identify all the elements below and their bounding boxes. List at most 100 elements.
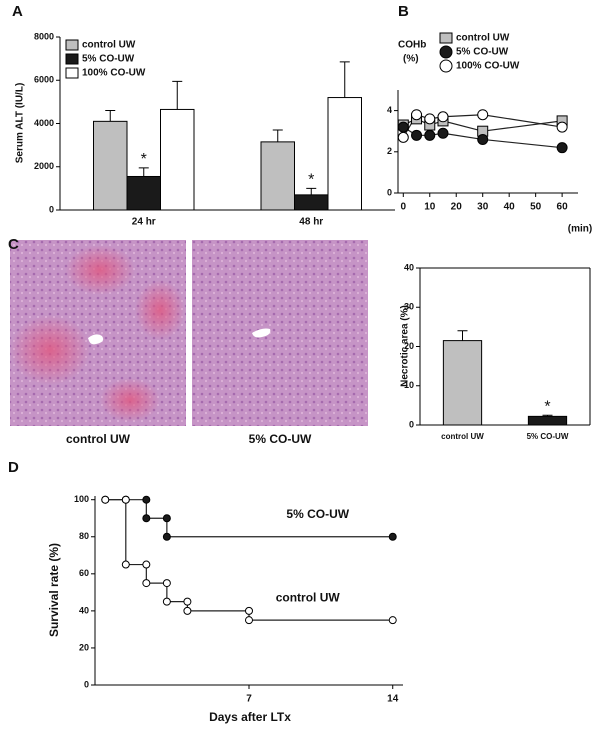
panel-label: B	[398, 3, 409, 20]
y-tick-label: 4	[387, 105, 392, 115]
marker	[437, 127, 449, 139]
significance: *	[308, 172, 314, 189]
legend-swatch	[65, 39, 79, 51]
x-tick-label: 5% CO-UW	[527, 432, 569, 441]
vessel	[88, 334, 104, 345]
marker	[388, 616, 397, 625]
y-tick-label: 2	[387, 146, 392, 156]
y-tick-label: 80	[79, 531, 89, 541]
histology-control	[10, 240, 186, 426]
panel-label: A	[12, 3, 23, 20]
x-tick-label: 60	[557, 202, 569, 213]
y-tick-label: 2000	[34, 161, 54, 171]
panel-label: C	[8, 236, 19, 253]
marker	[477, 109, 489, 121]
marker	[183, 606, 192, 615]
bar	[327, 97, 362, 211]
y-tick-label: 0	[387, 187, 392, 197]
marker	[411, 129, 423, 141]
x-tick-label: 48 hr	[299, 217, 323, 228]
legend-label: 5% CO-UW	[82, 54, 135, 65]
marker	[183, 597, 192, 606]
y-tick-label: 4000	[34, 118, 54, 128]
y-axis-label: Serum ALT (IU/L)	[15, 83, 26, 164]
vessel	[252, 328, 271, 338]
legend-swatch	[65, 67, 79, 79]
necrosis-area	[135, 280, 185, 340]
y-tick-label: 100	[74, 494, 89, 504]
tissue-image	[192, 240, 368, 426]
bar	[527, 415, 568, 426]
error-bar	[172, 80, 183, 110]
series-label: 5% CO-UW	[286, 507, 349, 521]
panel-label: D	[8, 459, 19, 476]
legend-swatch	[439, 45, 453, 59]
marker	[556, 142, 568, 154]
marker	[477, 133, 489, 145]
y-axis-label: Necrotic area (%)	[400, 305, 411, 387]
x-tick-label: control UW	[441, 432, 484, 441]
marker	[162, 597, 171, 606]
marker	[245, 606, 253, 615]
legend-label: control UW	[456, 33, 510, 44]
legend-label: control UW	[82, 40, 136, 51]
error-bar	[272, 129, 283, 142]
y-tick-label: 40	[404, 262, 414, 272]
legend-swatch	[439, 59, 453, 73]
x-axis-label: Days after LTx	[209, 710, 291, 724]
y-tick-label: 60	[79, 568, 89, 578]
marker	[245, 616, 253, 625]
marker	[142, 495, 151, 504]
legend-swatch	[65, 53, 79, 65]
error-bar	[306, 187, 317, 195]
bar	[294, 194, 329, 211]
y-axis-label: Survival rate (%)	[47, 543, 61, 637]
y-axis-label: COHb	[398, 40, 426, 51]
marker	[424, 129, 436, 141]
y-axis-unit: (%)	[403, 54, 419, 65]
x-tick-label: 40	[504, 202, 516, 213]
necrosis-area	[10, 315, 90, 385]
x-tick-label: 20	[451, 202, 463, 213]
bar	[126, 175, 161, 211]
marker	[397, 131, 409, 143]
y-tick-label: 0	[409, 419, 414, 429]
x-tick-label: 24 hr	[132, 217, 156, 228]
y-tick-label: 30	[404, 302, 414, 312]
significance: *	[544, 398, 550, 415]
error-bar	[339, 61, 350, 98]
histology-co	[192, 240, 368, 426]
series-label: control UW	[276, 590, 341, 604]
marker	[162, 514, 171, 523]
marker	[411, 109, 423, 121]
error-bar	[138, 167, 149, 177]
bar	[442, 340, 483, 426]
y-tick-label: 6000	[34, 75, 54, 85]
legend-label: 5% CO-UW	[456, 47, 509, 58]
marker	[101, 495, 110, 504]
y-tick-label: 20	[404, 341, 414, 351]
y-tick-label: 0	[49, 204, 54, 214]
marker	[162, 579, 171, 588]
x-tick-label: 10	[424, 202, 436, 213]
x-tick-label: 0	[401, 202, 407, 213]
marker	[162, 532, 171, 541]
x-tick-label: 30	[477, 202, 489, 213]
marker	[388, 532, 397, 541]
image-caption: control UW	[66, 432, 131, 446]
bar	[260, 141, 295, 211]
marker	[397, 121, 409, 133]
image-caption: 5% CO-UW	[249, 432, 312, 446]
legend-label: 100% CO-UW	[456, 61, 520, 72]
marker	[437, 111, 449, 123]
y-tick-label: 0	[84, 679, 89, 689]
necrosis-area	[65, 245, 135, 295]
marker	[121, 495, 130, 504]
y-tick-label: 8000	[34, 31, 54, 41]
marker	[142, 514, 151, 523]
x-tick-label: 50	[530, 202, 542, 213]
marker	[142, 579, 151, 588]
legend-label: 100% CO-UW	[82, 68, 146, 79]
marker	[142, 560, 151, 569]
y-tick-label: 20	[79, 642, 89, 652]
